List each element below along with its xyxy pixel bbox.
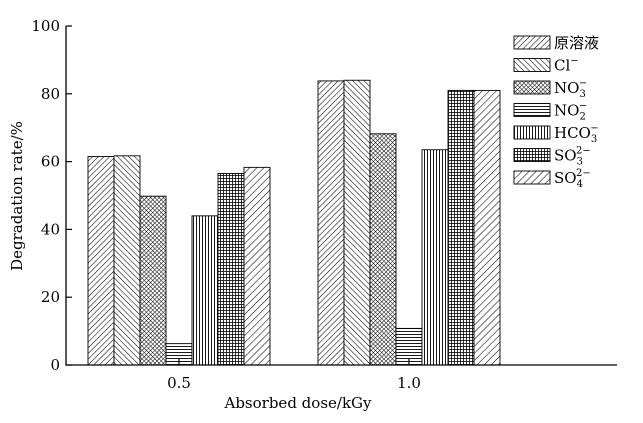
legend-label: SO42−: [554, 168, 591, 190]
bar-1.0-6: [447, 89, 475, 366]
y-axis-ticks: 0 20 40 60 80 100: [31, 17, 72, 374]
legend-label-superscript: −: [579, 78, 587, 89]
legend-label-superscript: −: [579, 101, 587, 112]
x-tick-label: 1.0: [397, 374, 421, 392]
y-axis-title: Degradation rate/%: [8, 121, 26, 271]
legend-label-base: Cl: [554, 57, 570, 75]
legend-label-base: SO: [554, 169, 577, 187]
x-tick-label: 0.5: [167, 374, 191, 392]
legend-swatch: [513, 80, 551, 95]
x-axis-title: Absorbed dose/kGy: [224, 394, 373, 412]
y-tick-label: 40: [41, 220, 60, 238]
legend-label-superscript: −: [590, 123, 598, 134]
legend-label-base: HCO: [554, 124, 591, 142]
legend-label-subscript: 3: [577, 157, 583, 168]
plot-frame: [65, 26, 617, 366]
x-axis-ticks: 0.5 1.0: [167, 359, 421, 392]
legend-swatch: [513, 103, 551, 117]
bar-0.5-3: [139, 195, 167, 366]
legend-label: HCO3−: [554, 123, 599, 145]
legend-label: Cl−: [554, 56, 579, 75]
bar-1.0-2: [343, 79, 371, 366]
legend-swatch: [513, 148, 551, 162]
legend-label: 原溶液: [554, 34, 599, 52]
bar-1.0-4: [395, 327, 423, 366]
legend-label-base: 原溶液: [554, 34, 599, 52]
legend-label-subscript: 3: [591, 134, 597, 145]
legend-label-superscript: 2−: [576, 146, 591, 157]
bar-1.0-5: [421, 149, 449, 366]
legend-swatch: [513, 35, 551, 50]
y-tick-label: 80: [41, 85, 60, 103]
bar-1.0-7: [473, 89, 501, 366]
legend-label-base: NO: [554, 102, 579, 120]
legend-swatch: [513, 125, 551, 140]
legend-label-subscript: 4: [577, 179, 583, 190]
legend-label-subscript: 3: [579, 89, 585, 100]
legend-label-superscript: 2−: [576, 168, 591, 179]
legend-label: NO2−: [554, 101, 587, 123]
legend-label: SO32−: [554, 146, 591, 168]
legend-label-subscript: 2: [579, 112, 585, 123]
bar-0.5-6: [217, 173, 245, 366]
legend-swatch: [513, 170, 551, 185]
legend-label-superscript: −: [570, 56, 578, 67]
bar-0.5-5: [191, 215, 219, 366]
bar-0.5-7: [243, 166, 271, 366]
y-tick-label: 100: [31, 17, 60, 35]
legend-label: NO3−: [554, 78, 587, 100]
bar-0.5-2: [113, 155, 141, 366]
bar-0.5-1: [87, 156, 115, 366]
legend-label-base: NO: [554, 79, 579, 97]
bar-1.0-3: [369, 133, 397, 366]
y-tick-label: 60: [41, 153, 60, 171]
legend-label-base: SO: [554, 147, 577, 165]
legend-swatch: [513, 58, 551, 72]
bars-group: [87, 79, 501, 366]
bar-1.0-1: [317, 80, 345, 366]
y-tick-label: 0: [50, 356, 60, 374]
y-tick-label: 20: [41, 288, 60, 306]
